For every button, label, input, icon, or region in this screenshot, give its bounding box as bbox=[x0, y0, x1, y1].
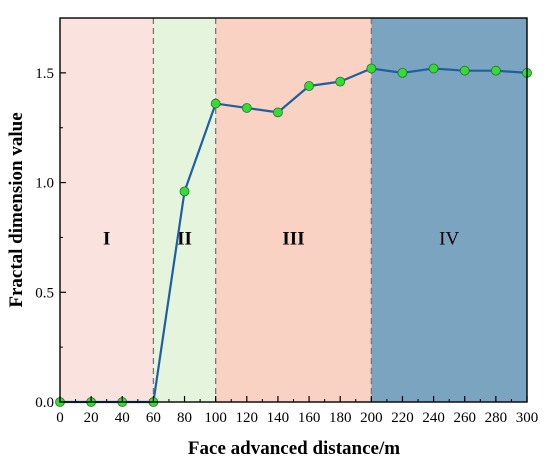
data-point bbox=[335, 76, 346, 87]
x-tick-label: 60 bbox=[146, 410, 161, 426]
x-tick-label: 120 bbox=[236, 410, 259, 426]
data-point bbox=[241, 103, 252, 113]
x-tick-label: 80 bbox=[177, 410, 192, 426]
x-tick-label: 180 bbox=[329, 410, 352, 426]
zone-label-1: I bbox=[103, 228, 110, 249]
x-tick-label: 200 bbox=[360, 410, 383, 426]
x-tick-label: 140 bbox=[267, 410, 290, 426]
x-axis-title: Face advanced distance/m bbox=[188, 438, 400, 459]
data-point bbox=[179, 186, 190, 197]
zone-label-4: IV bbox=[439, 228, 459, 249]
y-tick-label: 1.5 bbox=[35, 66, 54, 82]
zone-1-band bbox=[60, 18, 154, 402]
x-tick-label: 280 bbox=[485, 410, 508, 426]
x-tick-label: 100 bbox=[204, 410, 227, 426]
zone-3-band bbox=[215, 18, 372, 402]
x-tick-label: 40 bbox=[115, 410, 130, 426]
x-tick-label: 300 bbox=[516, 410, 539, 426]
y-axis-title: Fractal dimension value bbox=[6, 112, 27, 307]
x-tick-label: 240 bbox=[422, 410, 445, 426]
zone-boundaries bbox=[152, 18, 372, 402]
zone-labels: I II III IV bbox=[103, 228, 459, 249]
data-point bbox=[366, 63, 377, 74]
zones-layer bbox=[60, 18, 527, 402]
x-tick-label: 260 bbox=[453, 410, 476, 426]
ticks: 0 20 40 60 80 100 120 140 160 180 200 220 240 260 280 3… bbox=[35, 66, 538, 426]
zone-4-band bbox=[371, 18, 527, 402]
data-point bbox=[304, 81, 314, 91]
x-tick-label: 160 bbox=[298, 410, 321, 426]
x-tick-label: 20 bbox=[84, 410, 99, 426]
zone-label-2: II bbox=[177, 228, 192, 249]
y-tick-label: 0.0 bbox=[35, 395, 54, 411]
data-point bbox=[428, 63, 439, 74]
data-point bbox=[397, 67, 408, 78]
zone-label-3: III bbox=[282, 228, 304, 249]
data-point bbox=[490, 65, 501, 76]
x-tick-label: 220 bbox=[391, 410, 414, 426]
y-tick-label: 1.0 bbox=[35, 176, 54, 192]
y-tick-label: 0.5 bbox=[35, 285, 54, 301]
data-point bbox=[273, 107, 283, 118]
data-point bbox=[210, 98, 221, 109]
data-point bbox=[459, 65, 470, 76]
x-tick-label: 0 bbox=[56, 410, 64, 426]
